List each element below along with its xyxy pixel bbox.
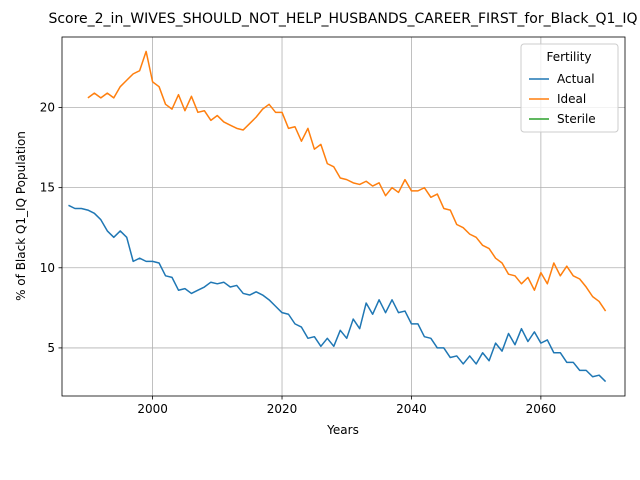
y-tick-label: 5: [47, 341, 55, 355]
y-tick-label: 10: [40, 261, 55, 275]
x-tick-label: 2040: [396, 402, 427, 416]
legend-label-ideal: Ideal: [557, 92, 586, 106]
legend-title: Fertility: [546, 50, 591, 64]
y-tick-label: 20: [40, 101, 55, 115]
x-tick-label: 2020: [267, 402, 298, 416]
legend-label-sterile: Sterile: [557, 112, 596, 126]
legend: Fertility Actual Ideal Sterile: [521, 44, 618, 132]
y-tick-label: 15: [40, 181, 55, 195]
chart-title: Score_2_in_WIVES_SHOULD_NOT_HELP_HUSBAND…: [48, 11, 637, 27]
y-axis-label: % of Black Q1_IQ Population: [14, 131, 28, 301]
x-tick-label: 2000: [137, 402, 168, 416]
x-axis-label: Years: [326, 423, 359, 437]
legend-label-actual: Actual: [557, 72, 595, 86]
x-tick-label: 2060: [526, 402, 557, 416]
